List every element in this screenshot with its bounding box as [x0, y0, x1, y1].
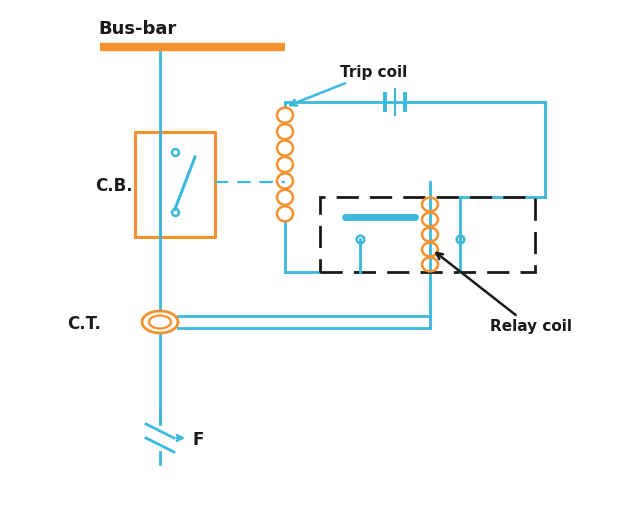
Ellipse shape [149, 315, 171, 329]
Ellipse shape [142, 311, 178, 333]
Text: Relay coil: Relay coil [436, 253, 572, 335]
Text: F: F [192, 431, 204, 449]
Text: C.T.: C.T. [67, 315, 101, 333]
Text: Bus-bar: Bus-bar [98, 20, 176, 38]
Text: Trip coil: Trip coil [290, 64, 407, 105]
Text: C.B.: C.B. [95, 177, 133, 195]
Bar [320, 197, 535, 272]
